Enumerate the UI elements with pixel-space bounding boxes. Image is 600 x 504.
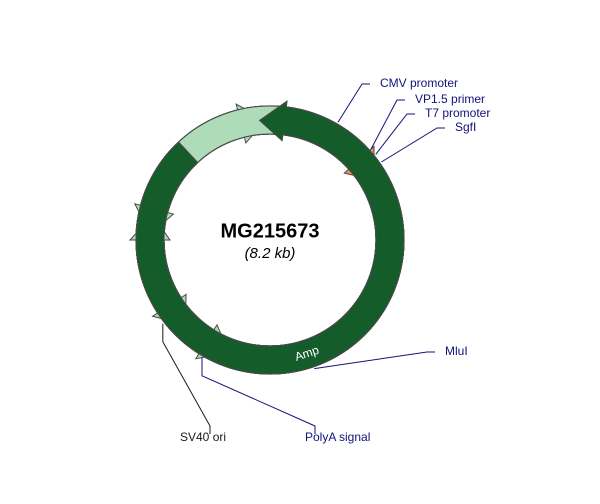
plasmid-size: (8.2 kb) [245, 245, 296, 262]
callout-label-t7: T7 promoter [425, 106, 490, 120]
callout-label-polya: PolyA signal [305, 430, 370, 444]
callout-label-mlui: MluI [445, 344, 468, 358]
callout-line-t7 [376, 114, 415, 154]
callout-label-sgfi: SgfI [455, 120, 476, 134]
callout-line-vp15 [371, 100, 405, 149]
callout-label-sv40: SV40 ori [180, 430, 226, 444]
callout-line-sgfi [381, 128, 445, 162]
callout-label-cmv_lbl: CMV promoter [380, 76, 458, 90]
plasmid-name: MG215673 [221, 220, 320, 242]
callout-line-cmv_lbl [338, 84, 370, 122]
callout-label-vp15: VP1.5 primer [415, 92, 485, 106]
